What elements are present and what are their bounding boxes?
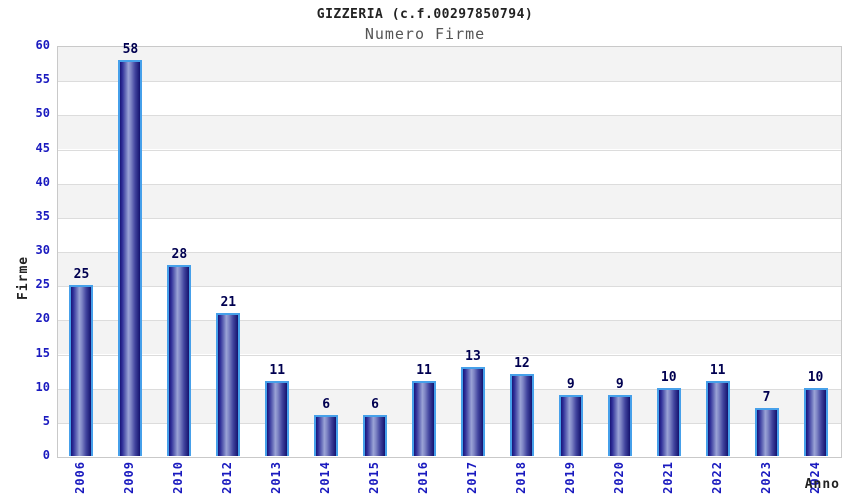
plot-band	[58, 183, 841, 218]
gridline	[58, 149, 841, 151]
gridline	[58, 252, 841, 253]
x-tick-label: 2014	[318, 461, 333, 494]
bar-value-label: 28	[171, 246, 188, 262]
gridline	[58, 286, 841, 288]
gridline	[58, 217, 841, 219]
x-tick-label: 2010	[171, 461, 186, 494]
bar-2014	[314, 415, 339, 456]
bar-2015	[363, 415, 388, 456]
gridline	[58, 422, 841, 424]
x-tick-label: 2016	[416, 461, 431, 494]
bar-value-label: 9	[566, 376, 575, 392]
gridline	[58, 183, 841, 185]
bar-value-label: 9	[615, 376, 624, 392]
bar-value-label: 13	[465, 349, 481, 365]
x-tick-label: 2013	[269, 461, 284, 494]
bar-2023	[754, 408, 779, 456]
bar-2024	[803, 387, 828, 456]
chart-title: GIZZERIA (c.f.00297850794)	[316, 7, 534, 22]
x-tick-label: 2023	[758, 461, 773, 494]
bar-value-label: 21	[220, 294, 237, 310]
x-tick-label: 2022	[709, 461, 724, 494]
x-tick-label: 2006	[73, 461, 88, 494]
bar-value-label: 12	[514, 356, 530, 371]
bar-value-label: 6	[371, 397, 380, 412]
bar-2009	[118, 59, 143, 456]
bar-value-label: 11	[709, 362, 726, 378]
x-tick-label: 2021	[660, 461, 675, 494]
bar-value-label: 25	[73, 267, 90, 283]
plot-band	[58, 217, 841, 252]
x-tick-label: 2020	[611, 461, 626, 494]
bar-value-label: 10	[807, 369, 824, 385]
bar-2010	[167, 264, 192, 456]
y-tick-label: 50	[35, 106, 50, 121]
x-tick-label: 2017	[464, 461, 479, 494]
bar-2022	[705, 380, 730, 456]
y-tick-label: 35	[35, 208, 50, 223]
y-tick-label: 40	[35, 174, 50, 189]
bar-value-label: 58	[122, 41, 139, 57]
y-tick-label: 45	[35, 140, 50, 155]
x-tick-label: 2012	[220, 461, 235, 494]
x-tick-label: 2015	[367, 461, 382, 494]
y-tick-label: 10	[35, 379, 50, 394]
y-axis-title: Firme	[16, 255, 31, 300]
plot-band	[58, 81, 841, 116]
bar-value-label: 11	[416, 362, 432, 378]
x-tick-label: 2009	[122, 461, 137, 494]
x-tick-label: 2018	[513, 461, 528, 494]
y-tick-label: 20	[35, 311, 50, 326]
bar-2021	[656, 387, 681, 456]
bar-2017	[460, 367, 485, 456]
bar-2020	[607, 394, 632, 456]
y-tick-label: 60	[35, 38, 50, 52]
bar-2012	[216, 312, 241, 456]
y-tick-label: 25	[35, 277, 50, 292]
chart-subtitle: Numero Firme	[364, 25, 486, 43]
y-tick-label: 15	[35, 345, 50, 360]
gridline	[58, 81, 841, 83]
x-axis-title: Anno	[804, 477, 840, 492]
bar-value-label: 10	[660, 369, 677, 385]
bar-value-label: 11	[269, 362, 286, 378]
bar-2016	[412, 380, 437, 456]
bar-2018	[509, 374, 534, 456]
y-tick-label: 0	[42, 448, 50, 462]
bar-2013	[265, 380, 290, 456]
gridline	[58, 320, 841, 322]
gridline	[58, 354, 841, 356]
bar-2019	[558, 394, 583, 456]
plot-band	[58, 47, 841, 82]
bar-2006	[69, 285, 94, 456]
bar-value-label: 6	[322, 397, 331, 412]
plot-band	[58, 115, 841, 150]
bar-value-label: 7	[762, 390, 771, 406]
x-tick-label: 2019	[562, 461, 577, 494]
plot-band	[58, 149, 841, 184]
gridline	[58, 115, 841, 117]
y-tick-label: 5	[42, 413, 50, 428]
gridline	[58, 388, 841, 390]
y-tick-label: 30	[35, 243, 50, 257]
y-tick-label: 55	[35, 72, 50, 87]
